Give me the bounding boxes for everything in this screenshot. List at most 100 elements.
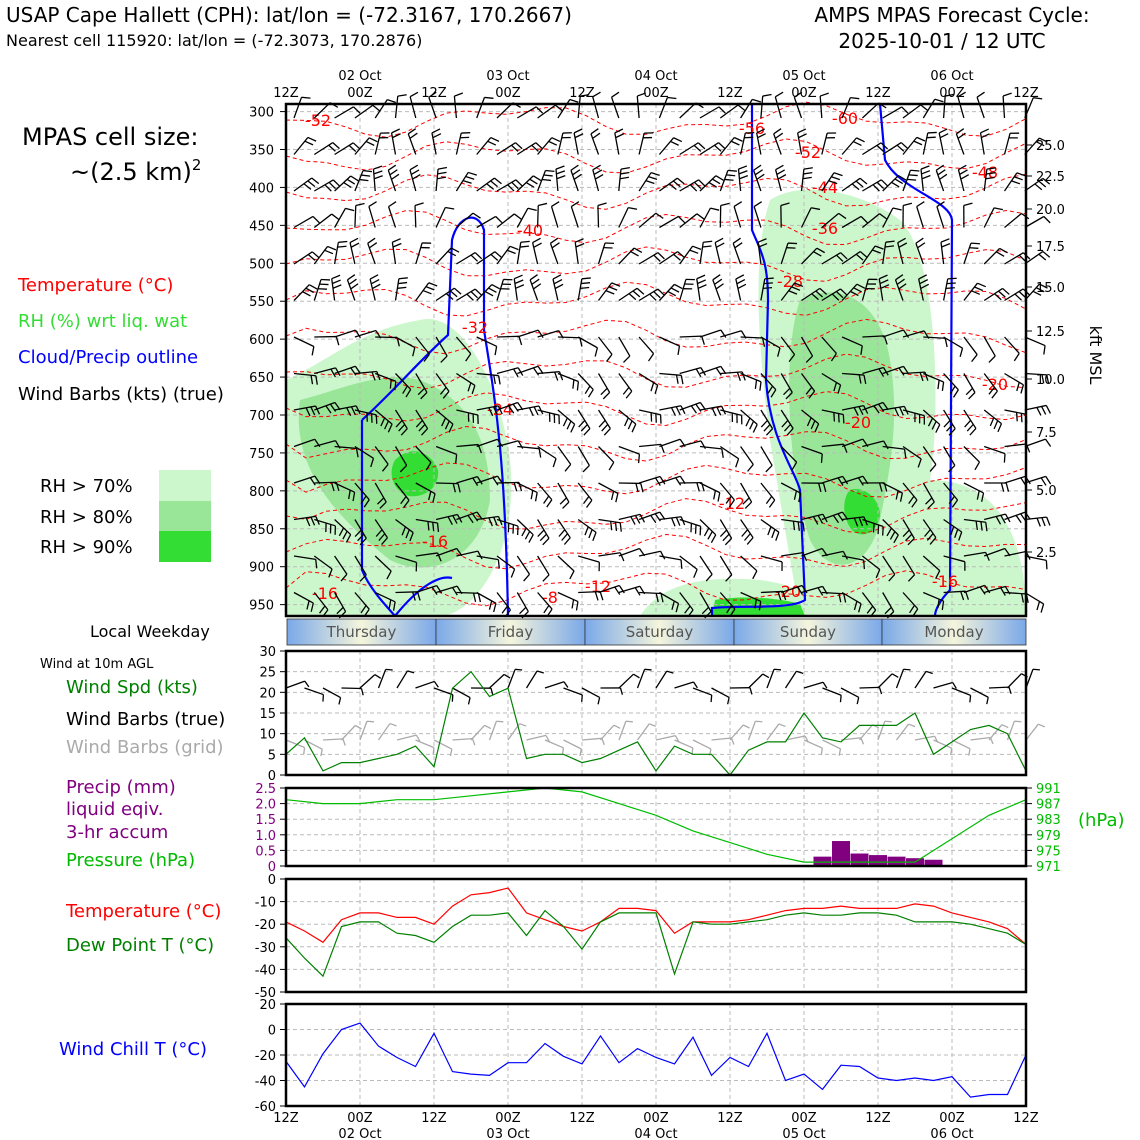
- bottom-hour-label: 00Z: [643, 1111, 669, 1126]
- wind-barb: [395, 555, 418, 572]
- wind-barb: [313, 213, 340, 229]
- wind-barb: [456, 550, 483, 560]
- true-wind-barb: [1025, 668, 1041, 689]
- wind-barb: [354, 137, 378, 155]
- wind-barb: [313, 179, 341, 192]
- grid-wind-barb: [951, 739, 971, 756]
- wind-barb: [862, 401, 889, 414]
- wind-barb: [659, 372, 684, 385]
- isotherm-label: -52: [305, 111, 331, 130]
- wind-barb: [455, 212, 481, 228]
- wind-barb: [555, 165, 566, 192]
- isotherm-label: -52: [795, 143, 821, 162]
- wind-barb: [638, 132, 654, 155]
- wind-barb: [415, 482, 436, 503]
- wind-barb: [679, 440, 707, 450]
- wind-barb: [943, 518, 963, 541]
- grid-wind-barb: [711, 737, 735, 745]
- isotherm: [285, 101, 1027, 138]
- wind-barb: [902, 371, 929, 382]
- grid-wind-barb: [322, 738, 346, 746]
- wind-barb: [862, 518, 884, 536]
- wind-barb: [639, 591, 664, 603]
- wind-barb: [573, 128, 584, 155]
- wind-barb: [780, 242, 798, 265]
- wind-barb: [456, 475, 483, 486]
- grid-wind-barb: [396, 734, 421, 742]
- wind-barb: [334, 106, 361, 119]
- grid-wind-barb: [415, 739, 435, 755]
- wind-barb: [592, 91, 601, 119]
- wind-barb: [882, 240, 895, 265]
- wind-barb: [476, 96, 494, 119]
- wind-barb: [821, 511, 849, 524]
- top-date-label: 04 Oct: [634, 69, 677, 84]
- isotherm: [285, 425, 1027, 462]
- wind-barb: [618, 247, 643, 265]
- true-wind-barb: [285, 680, 310, 689]
- wind-barb: [740, 482, 753, 509]
- isotherm-label: -60: [832, 109, 858, 128]
- top-hour-label: 12Z: [865, 86, 891, 101]
- wind-barb: [740, 336, 766, 347]
- wind-barb: [760, 336, 781, 357]
- wind-barb: [557, 372, 580, 391]
- wind-barb: [592, 164, 604, 192]
- pressure-tick-label: 700: [249, 409, 274, 424]
- wind-barb: [821, 372, 842, 394]
- wind-barb: [537, 137, 561, 155]
- wind-barb: [537, 555, 550, 582]
- wind-barb: [455, 336, 472, 362]
- weekday-strip: Thursday Friday Saturday Sunday Monday: [286, 618, 1027, 646]
- true-wind-barb: [563, 687, 583, 702]
- wind-barb: [862, 366, 889, 377]
- true-wind-barb: [729, 687, 753, 695]
- wind-barb: [801, 445, 823, 463]
- rh-legend-swatch: [159, 531, 211, 562]
- temperature-line: [285, 887, 1027, 945]
- wind-barb: [679, 482, 705, 492]
- wind-barb: [476, 251, 503, 265]
- wind-barb: [409, 164, 421, 192]
- wind-barb: [552, 274, 564, 301]
- bottom-hour-label: 12Z: [421, 1111, 447, 1126]
- true-wind-barb: [636, 668, 652, 689]
- weekday-name: Friday: [488, 623, 534, 641]
- true-wind-barb: [525, 670, 544, 689]
- wind-barb: [922, 409, 941, 433]
- wind-barb: [618, 287, 645, 302]
- wind-barb: [557, 336, 583, 347]
- wind-barb: [781, 518, 805, 532]
- wind-barb: [699, 207, 720, 228]
- wind-barb: [313, 555, 333, 578]
- wind-barb: [963, 282, 986, 301]
- precip-bar: [869, 855, 887, 866]
- panel-tick-label: -20: [255, 1049, 276, 1064]
- wind-grid-label: Wind Barbs (grid): [66, 737, 224, 758]
- wind-barb: [760, 373, 777, 398]
- wind-barb: [334, 555, 348, 582]
- time-axes: 12Z 12Z 00Z 00Z 12Z 12Z 00Z 00Z 12Z 12Z 00Z 00Z 12Z 1…: [273, 69, 1039, 1140]
- wind-barb: [516, 175, 542, 192]
- wind-barb: [760, 277, 774, 301]
- pressure-tick-label: 650: [249, 371, 274, 386]
- isotherm-label: -12: [585, 577, 611, 596]
- wind-barb: [983, 287, 1010, 302]
- grid-wind-barb: [544, 739, 565, 755]
- panel-tick-label: 0: [268, 769, 276, 784]
- wind-barb: [496, 213, 522, 229]
- wind-barb: [577, 336, 599, 357]
- wind-barb: [367, 237, 378, 265]
- dewpoint-line: [285, 909, 1027, 978]
- wind-barb: [800, 373, 816, 399]
- wind-barb: [375, 336, 400, 347]
- isotherm: [285, 570, 1027, 607]
- isotherm-label: -20: [775, 582, 801, 601]
- wind-barb: [354, 482, 370, 508]
- kft-axis-label: kft MSL: [1086, 326, 1105, 385]
- wind-barb: [963, 446, 981, 471]
- wind-barb: [841, 96, 860, 119]
- wind-barb: [557, 482, 570, 509]
- wind-barb: [659, 405, 686, 416]
